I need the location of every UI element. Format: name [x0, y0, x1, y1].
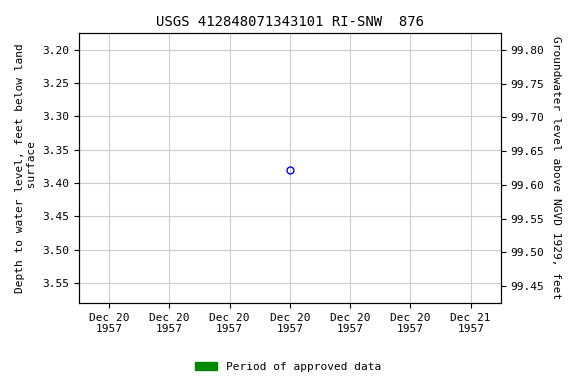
Legend: Period of approved data: Period of approved data: [191, 358, 385, 377]
Y-axis label: Groundwater level above NGVD 1929, feet: Groundwater level above NGVD 1929, feet: [551, 36, 561, 300]
Y-axis label: Depth to water level, feet below land
 surface: Depth to water level, feet below land su…: [15, 43, 37, 293]
Title: USGS 412848071343101 RI-SNW  876: USGS 412848071343101 RI-SNW 876: [156, 15, 424, 29]
